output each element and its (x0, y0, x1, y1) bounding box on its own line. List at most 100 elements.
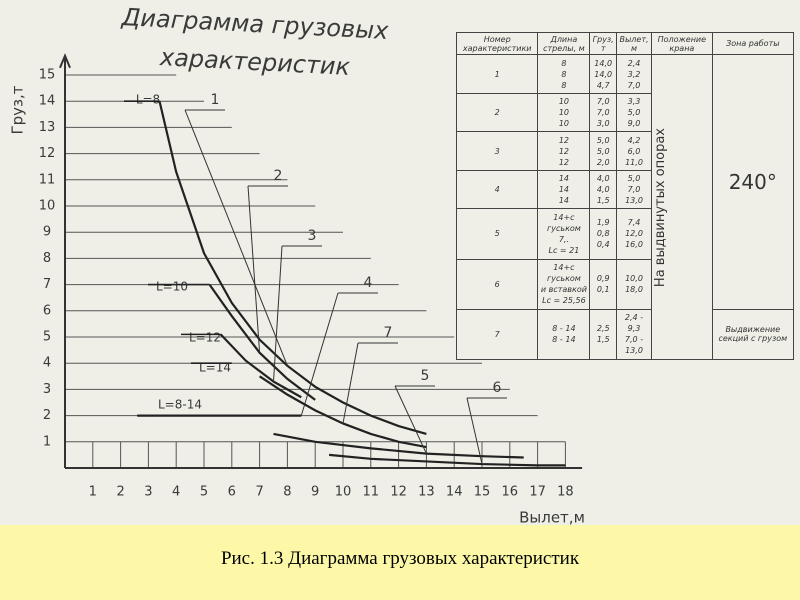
y-tick-label: 10 (39, 199, 56, 214)
x-tick-label: 5 (200, 485, 208, 500)
y-tick-label: 1 (43, 434, 51, 449)
y-arrow (59, 53, 71, 69)
table-row: 1 8 8 8 14,0 14,0 4,7 2,4 3,2 7,0 На выдвинутых оп… (455, 54, 795, 360)
header-cell: Зона работы (711, 31, 795, 56)
table-cell: 1 (455, 54, 539, 94)
y-tick-label: 3 (43, 382, 51, 397)
x-tick-label: 11 (363, 485, 380, 500)
zone-cell: 240° (711, 54, 795, 310)
length-label: L=12 (189, 331, 221, 345)
y-tick-label: 9 (43, 225, 51, 240)
cell-line: 2 (494, 108, 500, 118)
cell-line: 14,0 (594, 58, 613, 68)
load-curve (328, 453, 566, 467)
table-cell: 4 (455, 169, 539, 210)
table-cell: 3 (455, 131, 539, 171)
x-tick-label: 6 (228, 485, 236, 500)
table-cell: 14+с гуськом 7,. Lс = 21 (537, 208, 591, 260)
cell-line: 8 (561, 69, 567, 79)
leader-line (342, 342, 359, 424)
cell-line: 5,0 (596, 146, 610, 156)
table-row: 2 10 10 10 7,0 7,0 3,0 3,3 5,0 9,0 (455, 92, 794, 133)
cell-line: 13,0 (625, 196, 643, 206)
leader-line (466, 397, 483, 465)
y-tick-label: 7 (43, 277, 51, 292)
header-cell: Груз, т (589, 31, 617, 56)
cell-line: 12 (558, 157, 570, 167)
y-tick-label: 15 (39, 68, 56, 83)
cell-line: 4,0 (596, 174, 610, 184)
y-axis-label: Груз,т (9, 85, 27, 134)
x-tick-label: 16 (502, 485, 519, 500)
cell-line: 3,2 (627, 69, 641, 79)
cell-line: 5,0 (627, 108, 641, 118)
x-tick-label: 8 (283, 485, 291, 500)
load-curve (273, 432, 524, 459)
table-cell: 1,9 0,8 0,4 (589, 208, 617, 260)
curve-label: 4 (364, 275, 373, 291)
x-tick-label: 15 (474, 485, 491, 500)
x-tick-label: 3 (144, 485, 152, 500)
cell-line: 7,. (558, 234, 570, 244)
cell-line: 5,0 (596, 135, 610, 145)
cell-line: 14+с гуськом (547, 263, 581, 284)
cell-line: 8 (561, 80, 567, 90)
curve-label: 1 (211, 92, 220, 108)
table-cell: 14,0 14,0 4,7 (589, 54, 617, 94)
table-cell: 7,0 7,0 3,0 (589, 92, 617, 133)
table-cell: 4,0 4,0 1,5 (589, 169, 617, 210)
cell-line: 3 (494, 146, 500, 156)
curve-label: 6 (493, 380, 502, 396)
table-cell: 3,3 5,0 9,0 (615, 92, 653, 133)
table-cell: 10 10 10 (537, 92, 591, 133)
cell-line: и вставкой (540, 285, 587, 295)
y-tick-label: 13 (39, 120, 56, 135)
x-tick-label: 7 (255, 485, 263, 500)
cell-line: 6,0 (627, 146, 641, 156)
cell-line: 6 (494, 279, 500, 289)
table-cell: 7 (455, 308, 539, 361)
cell-line: 10 (558, 108, 570, 118)
length-label: L=8 (136, 93, 160, 107)
curve-label: 5 (421, 368, 430, 384)
cell-line: 4,7 (596, 80, 610, 90)
diagram-title: характеристик (158, 43, 351, 81)
table-cell: 5,0 7,0 13,0 (615, 169, 653, 210)
cell-line: 2,5 (596, 324, 610, 334)
cell-line: 7,0 (596, 97, 610, 107)
cell-line: 12,0 (625, 229, 643, 239)
header-row: Номер характеристики Длина стрелы, м Груз,… (455, 31, 795, 56)
x-axis-label: Вылет,м (519, 509, 585, 526)
cell-line: 8 - 14 (552, 324, 576, 334)
cell-line: 10 (558, 97, 570, 107)
length-label: L=10 (156, 280, 188, 294)
table-cell: 2,5 1,5 (589, 308, 617, 361)
curve-label: 2 (274, 168, 283, 184)
table-cell: 5,0 5,0 2,0 (589, 131, 617, 171)
cell-line: 2,4 (627, 58, 641, 68)
cell-line: 4,2 (627, 135, 641, 145)
cell-line: 3,0 (596, 119, 610, 129)
cell-line: 2,4 - 9,3 (624, 313, 644, 334)
zone-note-cell: Выдвижение секций с грузом (711, 308, 795, 361)
y-tick-label: 2 (43, 408, 51, 423)
x-tick-label: 10 (335, 485, 352, 500)
cell-line: 11,0 (625, 157, 643, 167)
table-cell: 10,0 18,0 (615, 258, 653, 310)
cell-line: 8 (561, 58, 567, 68)
cell-line: 3,3 (627, 97, 641, 107)
cell-line: 7,0 (627, 185, 641, 195)
table-row: 5 14+с гуськом 7,. Lс = 21 1,9 0,8 0,4 7,4 12,0 1… (455, 208, 794, 260)
table-cell: 2 (455, 92, 539, 133)
cell-line: 10,0 (625, 274, 643, 284)
length-label: L=8-14 (158, 398, 202, 412)
x-tick-label: 18 (557, 485, 574, 500)
x-tick-label: 17 (529, 485, 546, 500)
cell-line: 7,4 (627, 218, 641, 228)
caption: Рис. 1.3 Диаграмма грузовых характеристи… (220, 548, 580, 569)
cell-line: 9,0 (627, 119, 641, 129)
curve-label: 3 (308, 228, 317, 244)
